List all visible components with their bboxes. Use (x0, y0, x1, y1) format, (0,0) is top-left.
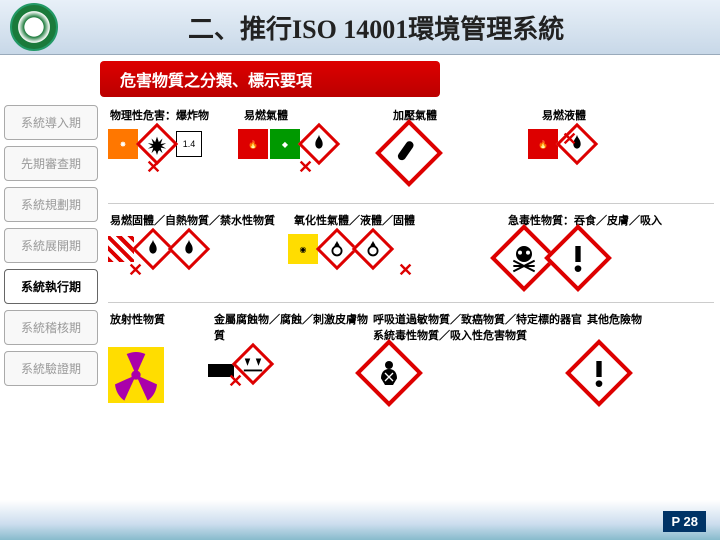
ghs-flame-icon (302, 127, 336, 161)
ghs-exclamation-icon (573, 347, 625, 399)
hazard-label-flammable-liquid: 易燃液體 (540, 103, 679, 127)
cross-out-icon: ✕ (562, 129, 577, 150)
icons-flammable-liquid: 🔥 ✕ (528, 127, 663, 161)
hazard-label-flammable-solid: 易燃固體／自熱物質／禁水性物質 (108, 208, 292, 232)
sidebar-item-verify[interactable]: 系統驗證期 (4, 351, 98, 386)
ghs-skull-icon (498, 232, 550, 284)
old-14-icon: 1.4 (176, 131, 202, 157)
header: 二、推行ISO 14001環境管理系統 (0, 0, 720, 55)
old-flammable-liquid-icon: 🔥 (528, 129, 558, 159)
old-explosive-icon: ✸ (108, 129, 138, 159)
phase-sidebar: 系統導入期 先期審查期 系統規劃期 系統展開期 系統執行期 系統稽核期 系統驗證… (0, 101, 102, 415)
hazard-label-explosive: 物理性危害：爆炸物 (108, 103, 242, 127)
cross-out-icon: ✕ (146, 157, 161, 178)
icons-explosive: ✸ ✕ 1.4 (108, 127, 238, 161)
ghs-health-icon (363, 347, 415, 399)
icons-flammable-gas: 🔥 ◆ ✕ (238, 127, 383, 161)
icons-flammable-solid: ✕ (108, 232, 288, 266)
hazard-label-corrosive: 金屬腐蝕物／腐蝕／刺激皮膚物質 (212, 307, 371, 347)
hazard-label-health: 呼吸道過敏物質／致癌物質／特定標的器官系統毒性物質／吸入性危害物質 (371, 307, 585, 347)
page-title: 二、推行ISO 14001環境管理系統 (188, 9, 564, 46)
ghs-oxidizer-icon (320, 232, 354, 266)
sidebar-item-plan[interactable]: 系統規劃期 (4, 187, 98, 222)
icons-other (573, 347, 673, 399)
ghs-exclamation-icon (552, 232, 604, 284)
old-oxidizer-icon: ◉ (288, 234, 318, 264)
old-striped-icon (108, 236, 134, 262)
ghs-cylinder-icon (383, 127, 435, 179)
cross-out-icon: ✕ (228, 371, 243, 392)
ministry-logo (10, 3, 58, 51)
icons-health (363, 347, 573, 399)
sidebar-item-deploy[interactable]: 系統展開期 (4, 228, 98, 263)
icons-radioactive (108, 347, 208, 403)
cross-out-icon: ✕ (298, 157, 313, 178)
icons-pressurized (383, 127, 528, 179)
icons-oxidizing: ◉ ✕ (288, 232, 498, 266)
footer-wave (0, 500, 720, 540)
sidebar-item-prereview[interactable]: 先期審查期 (4, 146, 98, 181)
cross-out-icon: ✕ (398, 260, 413, 281)
hazard-label-radioactive: 放射性物質 (108, 307, 212, 331)
old-nonflam-icon: ◆ (270, 129, 300, 159)
sidebar-item-audit[interactable]: 系統稽核期 (4, 310, 98, 345)
hazard-label-oxidizing: 氧化性氣體／液體／固體 (292, 208, 506, 232)
ghs-flame-icon (172, 232, 206, 266)
old-flammable-icon: 🔥 (238, 129, 268, 159)
icons-toxic (498, 232, 678, 284)
ghs-explosive-icon (140, 127, 174, 161)
sidebar-item-execute[interactable]: 系統執行期 (4, 269, 98, 304)
hazard-table: 物理性危害：爆炸物 易燃氣體 加壓氣體 易燃液體 ✸ ✕ 1.4 🔥 ◆ ✕ (102, 101, 720, 415)
hazard-label-toxic: 急毒性物質：吞食／皮膚／吸入 (506, 208, 690, 232)
hazard-label-other: 其他危險物 (585, 307, 689, 331)
subtitle-bar: 危害物質之分類、標示要項 (100, 61, 440, 97)
radiation-icon (108, 347, 164, 403)
sidebar-item-intro[interactable]: 系統導入期 (4, 105, 98, 140)
icons-corrosive: ✕ (208, 347, 363, 381)
page-number: P 28 (663, 511, 706, 532)
ghs-oxidizer-icon (356, 232, 390, 266)
cross-out-icon: ✕ (128, 260, 143, 281)
